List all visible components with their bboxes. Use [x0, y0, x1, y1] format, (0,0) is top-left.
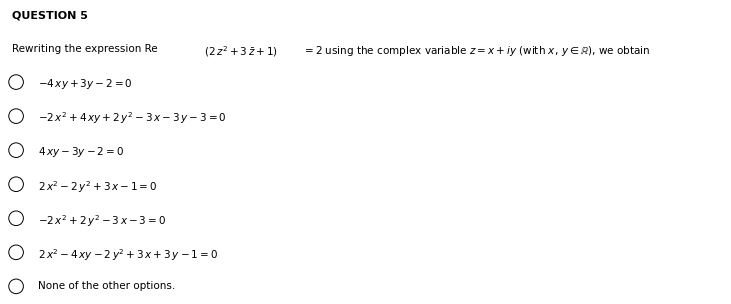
Text: $=2$ using the complex variable $z = x + iy$ (with $x,\,y \in \mathbb{R}$), we o: $=2$ using the complex variable $z = x +…: [300, 44, 651, 58]
Text: $-2\,x^2+4\,xy+2\,y^2-3\,x-3\,y-3=0$: $-2\,x^2+4\,xy+2\,y^2-3\,x-3\,y-3=0$: [38, 111, 227, 126]
Text: $-4\,xy+3y-2=0$: $-4\,xy+3y-2=0$: [38, 77, 133, 91]
Text: $4\,xy-3y-2=0$: $4\,xy-3y-2=0$: [38, 145, 124, 159]
Text: $-2\,x^2+2\,y^2-3\,x-3=0$: $-2\,x^2+2\,y^2-3\,x-3=0$: [38, 213, 166, 229]
Text: Rewriting the expression Re: Rewriting the expression Re: [12, 44, 161, 54]
Text: None of the other options.: None of the other options.: [38, 281, 175, 291]
Text: $\left(2\,z^{2}+3\,\bar{z}+1\right)$: $\left(2\,z^{2}+3\,\bar{z}+1\right)$: [204, 44, 278, 59]
Text: $2\,x^2-2\,y^2+3\,x-1=0$: $2\,x^2-2\,y^2+3\,x-1=0$: [38, 179, 157, 195]
Text: $2\,x^2-4\,xy-2\,y^2+3\,x+3\,y-1=0$: $2\,x^2-4\,xy-2\,y^2+3\,x+3\,y-1=0$: [38, 247, 218, 263]
Text: QUESTION 5: QUESTION 5: [12, 11, 88, 21]
